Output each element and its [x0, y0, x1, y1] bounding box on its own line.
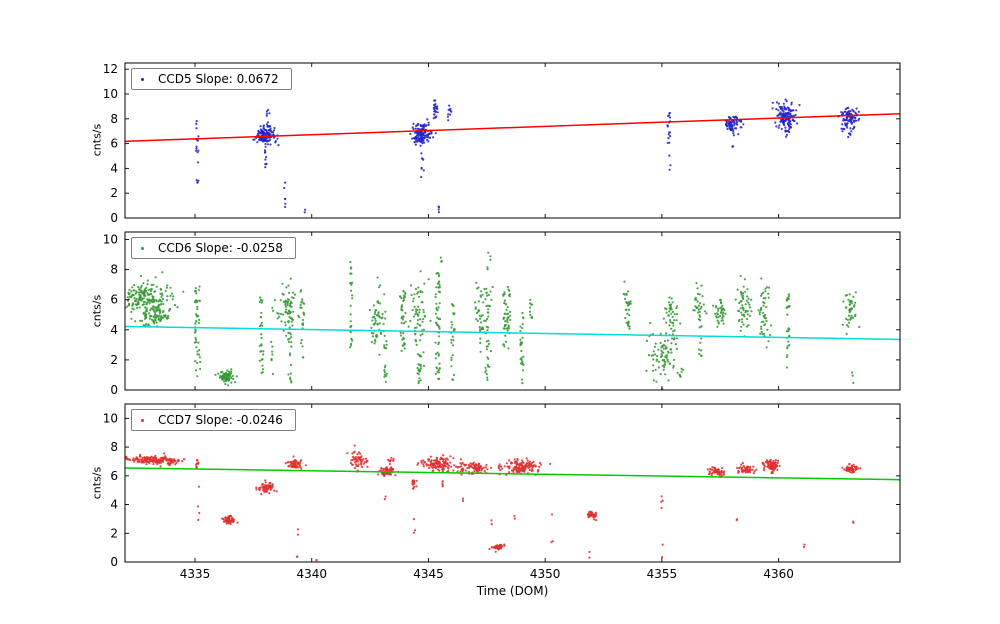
svg-text:12: 12: [103, 62, 118, 76]
svg-text:0: 0: [110, 383, 118, 397]
legend-label-ccd5: CCD5 Slope: 0.0672: [158, 72, 279, 86]
svg-text:8: 8: [110, 440, 118, 454]
svg-text:2: 2: [110, 186, 118, 200]
y-axis-label-ccd5: cnts/s: [90, 123, 104, 157]
svg-text:4355: 4355: [647, 567, 678, 581]
legend-ccd5: CCD5 Slope: 0.0672: [131, 68, 292, 90]
legend-label-ccd6: CCD6 Slope: -0.0258: [158, 241, 283, 255]
svg-text:4: 4: [110, 323, 118, 337]
y-axis-label-ccd7: cnts/s: [90, 466, 104, 500]
svg-text:2: 2: [110, 526, 118, 540]
x-axis-label: Time (DOM): [476, 584, 549, 598]
svg-text:4340: 4340: [296, 567, 327, 581]
svg-text:4360: 4360: [763, 567, 794, 581]
svg-text:0: 0: [110, 555, 118, 569]
svg-text:8: 8: [110, 112, 118, 126]
svg-text:4350: 4350: [530, 567, 561, 581]
svg-text:8: 8: [110, 263, 118, 277]
svg-text:10: 10: [103, 411, 118, 425]
legend-ccd7: CCD7 Slope: -0.0246: [131, 409, 296, 431]
svg-text:2: 2: [110, 353, 118, 367]
y-axis-label-ccd6: cnts/s: [90, 294, 104, 328]
svg-text:6: 6: [110, 137, 118, 151]
legend-marker-dot-icon: [141, 418, 144, 422]
legend-label-ccd7: CCD7 Slope: -0.0246: [158, 413, 283, 427]
svg-text:6: 6: [110, 293, 118, 307]
svg-text:4335: 4335: [180, 567, 211, 581]
svg-text:4345: 4345: [413, 567, 444, 581]
svg-text:10: 10: [103, 87, 118, 101]
svg-text:4: 4: [110, 161, 118, 175]
svg-text:4: 4: [110, 498, 118, 512]
legend-marker-dot-icon: [141, 246, 144, 250]
svg-text:0: 0: [110, 211, 118, 225]
legend-ccd6: CCD6 Slope: -0.0258: [131, 237, 296, 259]
legend-marker-dot-icon: [141, 77, 144, 81]
svg-text:6: 6: [110, 469, 118, 483]
svg-text:10: 10: [103, 233, 118, 247]
